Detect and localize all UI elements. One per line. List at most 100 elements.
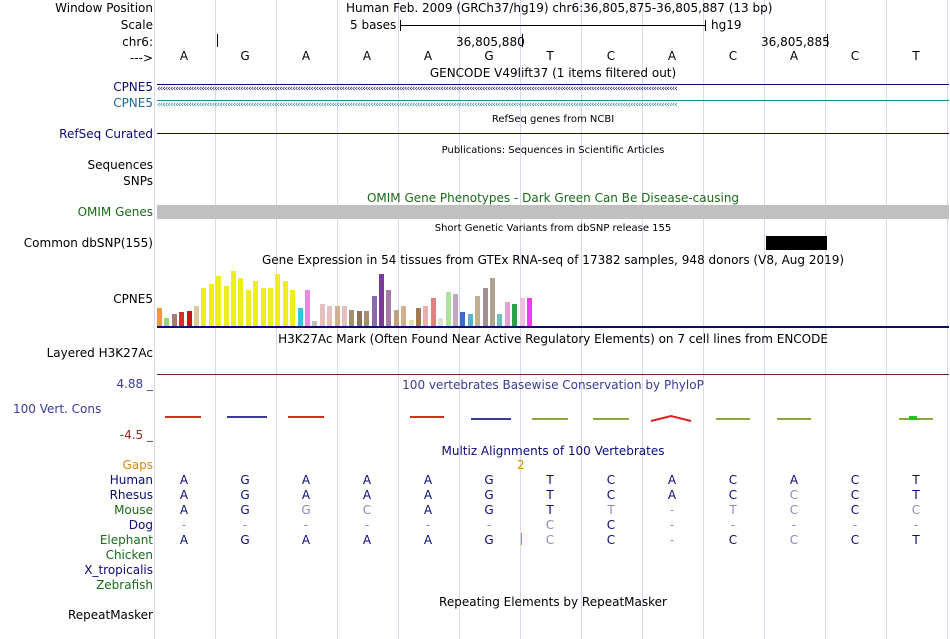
gtex-bar[interactable] — [201, 288, 207, 326]
grid-line — [703, 0, 704, 639]
window-position-value: Human Feb. 2009 (GRCh37/hg19) chr6:36,80… — [346, 1, 773, 15]
gtex-bar[interactable] — [297, 308, 303, 326]
gencode-gene-cpne5[interactable]: ‹‹‹‹‹‹‹‹‹‹‹‹‹‹‹‹‹‹‹‹‹‹‹‹‹‹‹‹‹‹‹‹‹‹‹‹‹‹‹‹… — [157, 84, 949, 93]
gtex-bar[interactable] — [245, 290, 251, 326]
gtex-bar[interactable] — [371, 296, 377, 326]
gtex-bar[interactable] — [282, 281, 288, 326]
gtex-bar[interactable] — [475, 296, 481, 326]
species-label[interactable]: Human — [109, 473, 153, 487]
track-label-omim[interactable]: OMIM Genes — [77, 205, 153, 219]
gtex-bar[interactable] — [512, 304, 518, 326]
gtex-bar[interactable] — [216, 276, 222, 326]
grid-line — [825, 0, 826, 639]
gtex-bar[interactable] — [519, 298, 525, 326]
alignment-base: A — [301, 533, 311, 547]
alignment-base: - — [364, 518, 370, 532]
species-label[interactable]: Chicken — [105, 548, 153, 562]
gtex-bar[interactable] — [430, 298, 436, 326]
track-label-cpne5-gencode-2[interactable]: CPNE5 — [113, 96, 153, 110]
track-label-refseq[interactable]: RefSeq Curated — [59, 127, 153, 141]
refseq-gene-line[interactable] — [157, 133, 949, 134]
gtex-bar[interactable] — [223, 286, 229, 326]
track-label-cons[interactable]: 100 Vert. Cons — [13, 402, 102, 416]
gtex-bar[interactable] — [423, 306, 429, 326]
gtex-bar[interactable] — [393, 310, 399, 326]
gtex-bar[interactable] — [467, 314, 473, 326]
gtex-bar[interactable] — [268, 288, 273, 326]
gtex-track-title: Gene Expression in 54 tissues from GTEx … — [261, 253, 845, 267]
gtex-bar[interactable] — [438, 318, 444, 326]
gtex-bar[interactable] — [334, 306, 340, 326]
alignment-base: C — [850, 473, 860, 487]
alignment-base: A — [667, 473, 677, 487]
gtex-bar[interactable] — [179, 312, 185, 326]
gtex-bar[interactable] — [319, 304, 325, 326]
gtex-bar[interactable] — [194, 306, 199, 326]
species-label[interactable]: Dog — [128, 518, 153, 532]
gtex-bar[interactable] — [312, 321, 318, 326]
gtex-bar[interactable] — [164, 318, 170, 326]
ruler-tick-2 — [827, 34, 828, 47]
track-label-snps[interactable]: SNPs — [123, 174, 153, 188]
gtex-bar[interactable] — [364, 311, 370, 326]
omim-gene-bar[interactable] — [157, 205, 949, 219]
track-label-dbsnp[interactable]: Common dbSNP(155) — [23, 236, 153, 250]
gtex-bar[interactable] — [231, 271, 236, 326]
track-label-sequences[interactable]: Sequences — [87, 158, 153, 172]
gtex-bar[interactable] — [460, 312, 466, 326]
track-label-gtex[interactable]: CPNE5 — [113, 292, 153, 306]
gtex-bar[interactable] — [208, 284, 214, 326]
reference-base: C — [606, 49, 616, 63]
gtex-bar[interactable] — [504, 302, 510, 326]
species-label[interactable]: Mouse — [114, 503, 153, 517]
gtex-bar[interactable] — [327, 306, 333, 326]
alignment-base: G — [484, 533, 494, 547]
gtex-bar[interactable] — [497, 314, 503, 326]
grid-line — [947, 0, 948, 639]
gtex-bar[interactable] — [342, 306, 347, 326]
gtex-bar[interactable] — [379, 274, 384, 326]
gtex-bar[interactable] — [401, 306, 407, 326]
gtex-bar[interactable] — [171, 314, 177, 326]
gtex-bar[interactable] — [482, 288, 488, 326]
species-label[interactable]: Zebrafish — [96, 578, 153, 592]
species-label[interactable]: X_tropicalis — [84, 563, 153, 577]
dbsnp-variant[interactable] — [766, 236, 827, 250]
gtex-bar[interactable] — [290, 290, 296, 326]
species-label[interactable]: Elephant — [99, 533, 153, 547]
gtex-bar[interactable] — [386, 290, 392, 326]
reference-base: C — [850, 49, 860, 63]
cons-signal[interactable] — [157, 408, 949, 428]
alignment-base: - — [181, 518, 187, 532]
gtex-bar[interactable] — [527, 298, 532, 326]
gtex-bar[interactable] — [157, 308, 162, 326]
gtex-bar[interactable] — [260, 288, 266, 326]
alignment-base: - — [303, 518, 309, 532]
gtex-bar[interactable] — [416, 308, 421, 326]
gencode-gene-cpne5-2[interactable]: ‹‹‹‹‹‹‹‹‹‹‹‹‹‹‹‹‹‹‹‹‹‹‹‹‹‹‹‹‹‹‹‹‹‹‹‹‹‹‹‹… — [157, 100, 949, 109]
window-position-label: Window Position — [55, 1, 153, 15]
species-label[interactable]: Rhesus — [109, 488, 153, 502]
gtex-bar[interactable] — [349, 310, 355, 326]
gtex-bar[interactable] — [238, 278, 244, 326]
gtex-bar[interactable] — [253, 281, 259, 326]
alignment-base: C — [789, 503, 799, 517]
gtex-bar[interactable] — [490, 278, 495, 326]
gtex-bar[interactable] — [445, 292, 451, 326]
track-label-h3k27ac[interactable]: Layered H3K27Ac — [46, 346, 153, 360]
gtex-bar[interactable] — [453, 294, 458, 326]
cons-segment — [471, 418, 511, 420]
gtex-bar[interactable] — [356, 311, 362, 326]
chrom-label: chr6: — [122, 35, 153, 49]
gtex-bar[interactable] — [186, 311, 192, 326]
gtex-bar[interactable] — [275, 274, 281, 326]
track-label-cpne5-gencode[interactable]: CPNE5 — [113, 80, 153, 94]
gtex-bar-chart[interactable] — [157, 269, 557, 326]
track-label-repeatmasker[interactable]: RepeatMasker — [67, 608, 153, 622]
h3k27ac-signal-line[interactable] — [157, 374, 949, 375]
track-label-gaps[interactable]: Gaps — [122, 458, 153, 472]
gtex-bar[interactable] — [408, 320, 414, 326]
gtex-bar[interactable] — [305, 290, 310, 326]
